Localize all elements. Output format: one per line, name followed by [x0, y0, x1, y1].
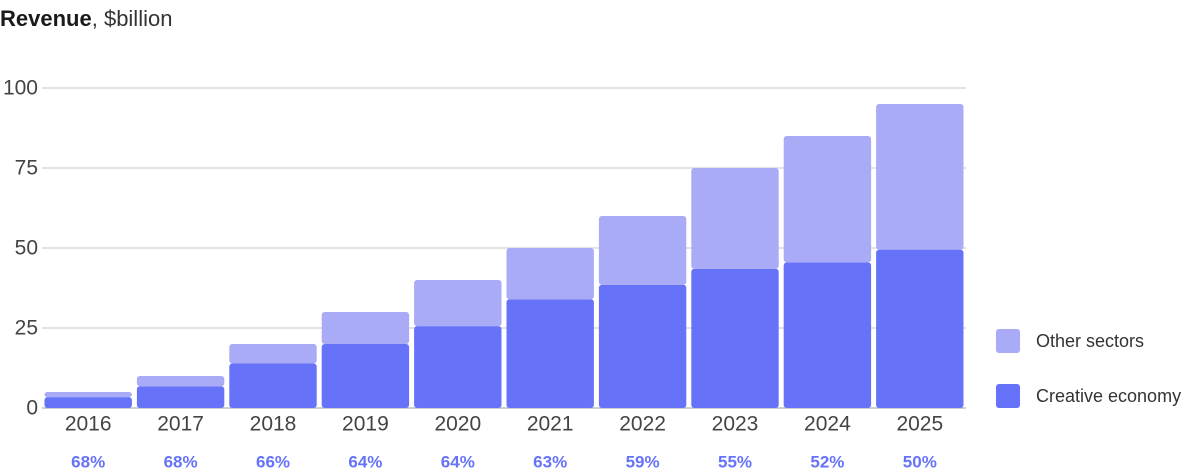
legend-swatch-creative-economy	[996, 384, 1020, 408]
bar-other-sectors	[44, 392, 132, 398]
x-tick-label: 2022	[619, 413, 666, 436]
share-label: 63%	[533, 453, 567, 472]
bar-creative-economy	[229, 363, 317, 408]
bar-creative-economy	[414, 326, 502, 408]
bar-other-sectors	[414, 280, 502, 327]
share-label: 50%	[903, 453, 937, 472]
share-label: 59%	[626, 453, 660, 472]
x-tick-label: 2016	[65, 413, 112, 436]
x-tick-label: 2025	[896, 413, 943, 436]
chart-title: Revenue, $billion	[0, 6, 172, 32]
share-label: 64%	[348, 453, 382, 472]
bar-other-sectors	[876, 104, 964, 250]
y-tick-label: 75	[15, 157, 38, 180]
y-tick-label: 100	[3, 77, 38, 100]
bar-creative-economy	[598, 284, 687, 408]
y-tick-label: 25	[15, 317, 38, 340]
bars	[44, 104, 964, 408]
bar-other-sectors	[321, 312, 410, 344]
x-tick-label: 2021	[527, 413, 574, 436]
legend-swatch-other-sectors	[996, 329, 1020, 353]
y-axis-ticks: 0 25 50 75 100	[3, 77, 38, 420]
legend-label-other-sectors: Other sectors	[1036, 330, 1145, 351]
bar-other-sectors	[598, 216, 687, 285]
y-tick-label: 0	[26, 397, 38, 420]
bar-creative-economy	[136, 386, 225, 408]
y-tick-label: 50	[15, 237, 38, 260]
legend-label-creative-economy: Creative economy	[1036, 385, 1182, 406]
x-tick-label: 2020	[434, 413, 481, 436]
share-label: 68%	[164, 453, 198, 472]
chart-subtitle: $billion	[103, 6, 173, 31]
legend: Other sectors Creative economy	[996, 328, 1192, 438]
legend-item-other-sectors: Other sectors	[996, 328, 1192, 354]
share-labels: 68% 68% 66% 64% 64% 63% 59% 55% 52% 50%	[71, 453, 937, 472]
bar-other-sectors	[229, 344, 317, 364]
x-tick-label: 2017	[157, 413, 204, 436]
share-label: 55%	[718, 453, 752, 472]
share-label: 66%	[256, 453, 290, 472]
bar-creative-economy	[321, 344, 410, 408]
share-label: 68%	[71, 453, 105, 472]
x-tick-label: 2019	[342, 413, 389, 436]
bar-other-sectors	[136, 376, 225, 387]
bar-creative-economy	[506, 299, 594, 408]
share-label: 52%	[810, 453, 844, 472]
x-tick-label: 2023	[712, 413, 759, 436]
x-tick-label: 2018	[250, 413, 297, 436]
x-axis-ticks: 2016 2017 2018 2019 2020 2021 2022 2023 2024 2025	[65, 413, 943, 436]
chart-title-main: Revenue	[0, 6, 92, 31]
legend-item-creative-economy: Creative economy	[996, 383, 1192, 409]
bar-other-sectors	[506, 248, 594, 300]
bar-creative-economy	[876, 249, 964, 408]
chart-title-separator: ,	[91, 6, 104, 31]
bar-creative-economy	[44, 397, 132, 408]
share-label: 64%	[441, 453, 475, 472]
bar-creative-economy	[691, 268, 779, 408]
bar-other-sectors	[691, 168, 779, 269]
bar-other-sectors	[783, 136, 872, 263]
x-tick-label: 2024	[804, 413, 851, 436]
bar-creative-economy	[783, 262, 872, 408]
